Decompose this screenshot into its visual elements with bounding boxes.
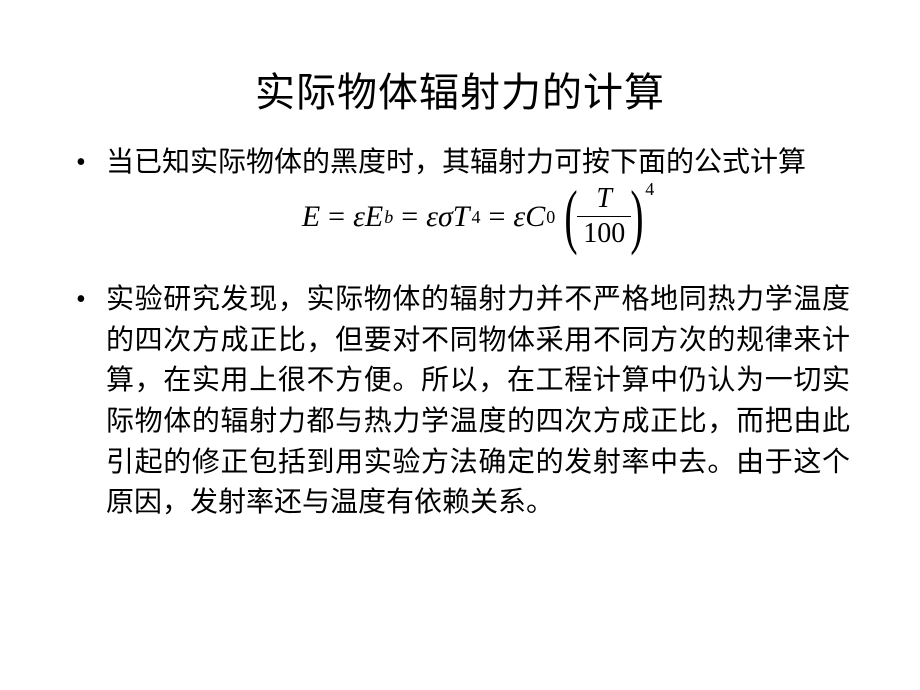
fraction: T 100	[577, 184, 631, 251]
sym-eps-3: ε	[513, 202, 525, 232]
sym-E: E	[302, 202, 320, 232]
sym-eps-1: ε	[353, 202, 365, 232]
radiative-power-formula: E = ε Eb = εσT4 = εC0 ( T 100 )	[302, 184, 654, 251]
slide: 实际物体辐射力的计算 当已知实际物体的黑度时，其辐射力可按下面的公式计算 E =…	[0, 0, 920, 690]
fraction-numerator: T	[590, 184, 618, 217]
slide-title: 实际物体辐射力的计算	[70, 60, 850, 118]
sym-C-sub: 0	[546, 208, 555, 226]
sym-Eb-E: E	[365, 202, 383, 232]
bullet-list: 当已知实际物体的黑度时，其辐射力可按下面的公式计算 E = ε Eb = εσT…	[70, 143, 850, 524]
paren-group: ( T 100 ) 4	[559, 184, 654, 251]
bullet-text-1: 当已知实际物体的黑度时，其辐射力可按下面的公式计算	[106, 147, 806, 178]
sym-Eb-sub: b	[384, 208, 393, 226]
fraction-denominator: 100	[577, 216, 631, 250]
sym-eq-2: =	[401, 202, 418, 232]
bullet-item-1: 当已知实际物体的黑度时，其辐射力可按下面的公式计算 E = ε Eb = εσT…	[70, 143, 850, 250]
formula-container: E = ε Eb = εσT4 = εC0 ( T 100 )	[106, 184, 850, 251]
sym-sigma: σ	[438, 202, 453, 232]
sym-exp4-2: 4	[645, 180, 654, 198]
bullet-item-2: 实验研究发现，实际物体的辐射力并不严格地同热力学温度的四次方成正比，但要对不同物…	[70, 280, 850, 524]
bullet-text-2: 实验研究发现，实际物体的辐射力并不严格地同热力学温度的四次方成正比，但要对不同物…	[106, 284, 850, 518]
sym-eq-3: =	[488, 202, 505, 232]
sym-eps-2: ε	[426, 202, 438, 232]
sym-exp4-1: 4	[471, 208, 480, 226]
left-paren-icon: (	[565, 184, 578, 249]
sym-C: C	[525, 202, 545, 232]
sym-eq-1: =	[328, 202, 345, 232]
sym-T1: T	[453, 202, 470, 232]
right-paren-icon: )	[631, 184, 644, 249]
